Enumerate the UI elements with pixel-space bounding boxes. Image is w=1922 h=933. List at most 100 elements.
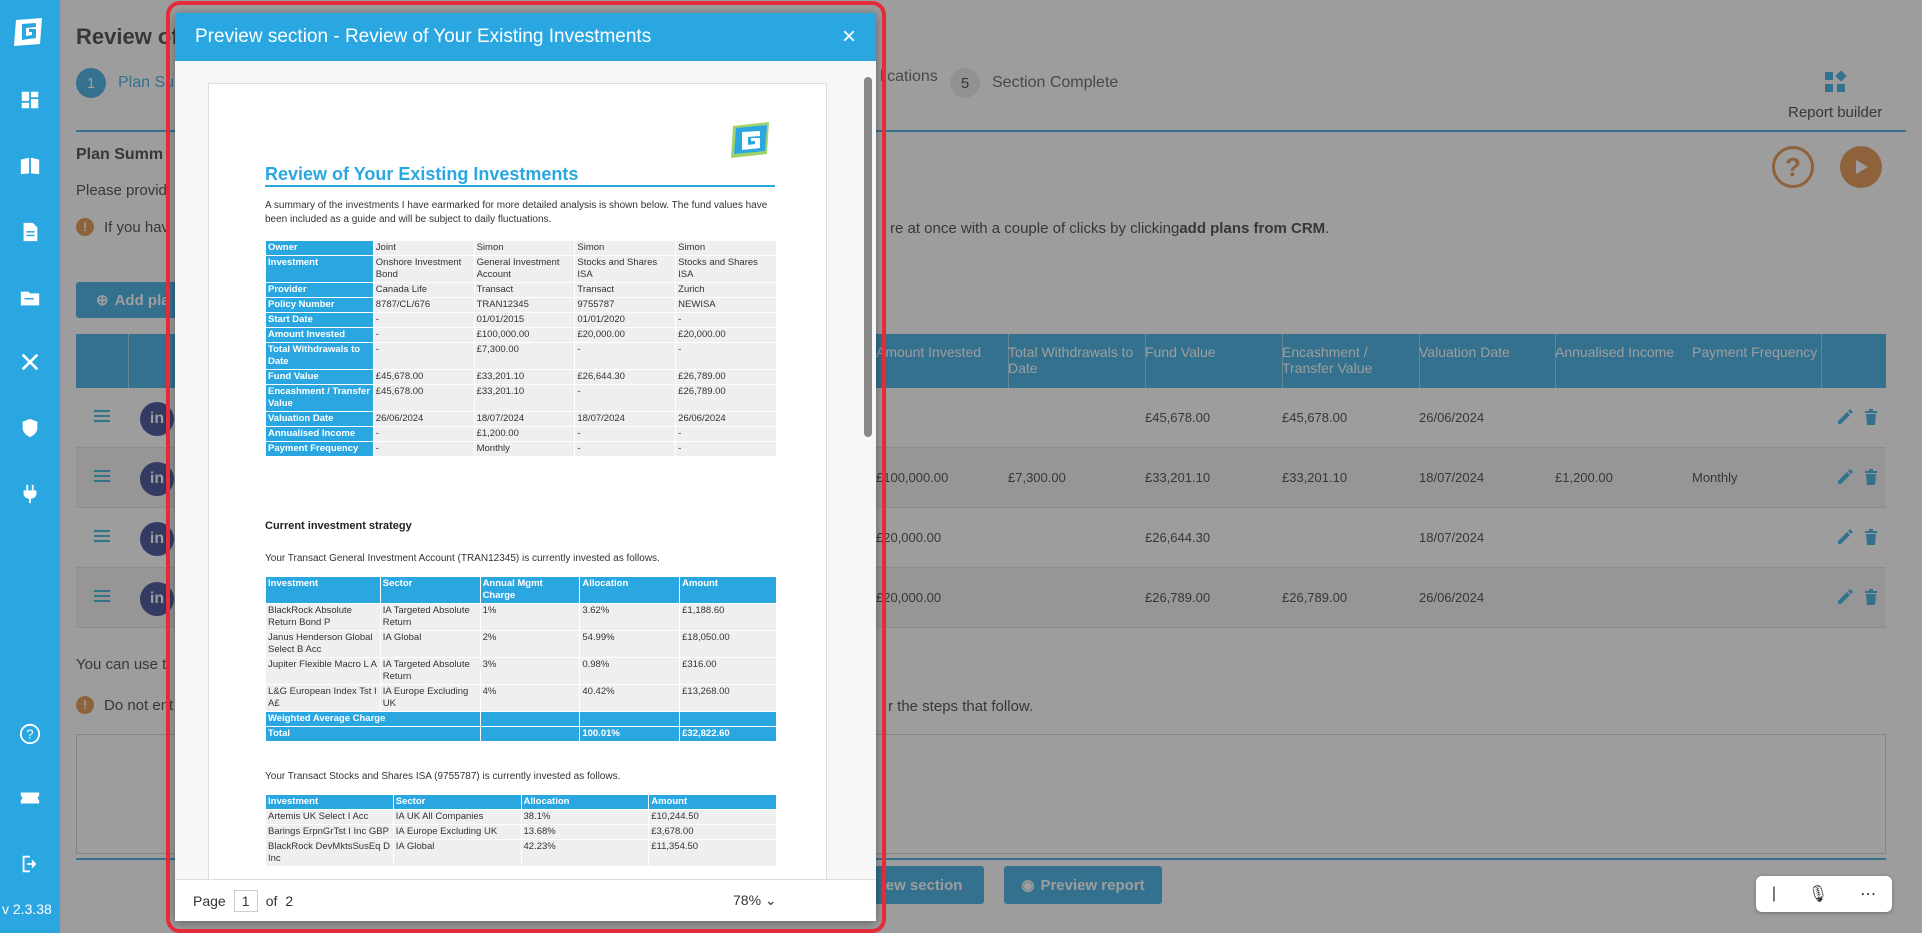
summary-value: Transact — [574, 282, 677, 298]
summary-label: Total Withdrawals to Date — [265, 342, 374, 370]
summary-label: Valuation Date — [265, 411, 374, 427]
page-label: Page — [193, 892, 226, 909]
summary-value: £45,678.00 — [372, 384, 475, 412]
isa-row: Barings ErpnGrTst I Inc GBP IA Europe Exc… — [265, 824, 777, 840]
folder-icon[interactable] — [18, 286, 42, 310]
plug-icon[interactable] — [18, 482, 42, 506]
total-label: Total — [265, 726, 481, 742]
summary-value: 8787/CL/676 — [372, 297, 475, 313]
gia-row: Janus Henderson Global Select B Acc IA Gl… — [265, 630, 777, 658]
summary-value: £33,201.10 — [473, 384, 576, 412]
dashboard-icon[interactable] — [18, 88, 42, 112]
isa-row: BlackRock DevMktsSusEq D Inc IA Global 42.… — [265, 839, 777, 867]
summary-value: General Investment Account — [473, 255, 576, 283]
summary-row: Valuation Date 26/06/2024 18/07/2024 18/07/… — [265, 411, 777, 427]
gia-cell: 54.99% — [579, 630, 681, 658]
gia-cell: IA Targeted Absolute Return — [379, 657, 481, 685]
isa-cell: Artemis UK Select I Acc — [265, 809, 394, 825]
gia-cell: Jupiter Flexible Macro L A — [265, 657, 381, 685]
summary-value: Stocks and Shares ISA — [574, 255, 677, 283]
isa-cell: £3,678.00 — [648, 824, 777, 840]
summary-value: NEWISA — [675, 297, 777, 313]
gia-cell: 1% — [479, 603, 581, 631]
page-number-input[interactable]: 1 — [233, 889, 258, 912]
gia-header: Allocation — [579, 576, 681, 604]
gia-cell: IA Targeted Absolute Return — [379, 603, 481, 631]
book-icon[interactable] — [18, 154, 42, 178]
summary-row: Amount Invested - £100,000.00 £20,000.00 £20… — [265, 327, 777, 343]
isa-cell: 38.1% — [520, 809, 650, 825]
summary-value: Monthly — [473, 441, 576, 457]
scrollbar[interactable] — [864, 77, 872, 437]
tools-icon[interactable] — [18, 350, 42, 374]
viewer-footer: Page 1 of 2 78% ⌄ — [175, 879, 876, 921]
isa-cell: BlackRock DevMktsSusEq D Inc — [265, 839, 394, 867]
summary-value: - — [372, 327, 475, 343]
chevron-down-icon: ⌄ — [764, 892, 777, 908]
gia-cell: 40.42% — [579, 684, 681, 712]
gia-header: Investment — [265, 576, 381, 604]
summary-value: TRAN12345 — [473, 297, 576, 313]
summary-value: 18/07/2024 — [574, 411, 677, 427]
help-icon[interactable]: ? — [18, 722, 42, 746]
total-amount: £32,822.60 — [679, 726, 777, 742]
version-label: v 2.3.38 — [2, 901, 52, 917]
summary-label: Investment — [265, 255, 374, 283]
gia-cell: 2% — [479, 630, 581, 658]
logo-icon[interactable] — [10, 14, 46, 50]
summary-value: Zurich — [675, 282, 777, 298]
summary-row: Total Withdrawals to Date - £7,300.00- - — [265, 342, 777, 370]
drag-handle-icon[interactable]: | — [1771, 885, 1777, 902]
summary-label: Provider — [265, 282, 374, 298]
weighted-label: Weighted Average Charge — [265, 711, 481, 727]
title-underline — [265, 185, 775, 187]
summary-label: Policy Number — [265, 297, 374, 313]
summary-value: £26,789.00 — [675, 384, 777, 412]
summary-row: Annualised Income - £1,200.00- - — [265, 426, 777, 442]
summary-value: Onshore Investment Bond — [372, 255, 475, 283]
summary-row: Provider Canada Life Transact Transact Zuric… — [265, 282, 777, 298]
gia-cell: £18,050.00 — [679, 630, 777, 658]
summary-row: Payment Frequency - Monthly - - — [265, 441, 777, 457]
summary-value: - — [574, 342, 677, 370]
microphone-icon[interactable]: 🎙 — [1807, 886, 1829, 903]
isa-table: Investment Sector Allocation Amount Artemis… — [265, 794, 777, 867]
gia-cell: 4% — [479, 684, 581, 712]
gia-header: Sector — [379, 576, 481, 604]
summary-label: Payment Frequency — [265, 441, 374, 457]
more-icon[interactable]: ⋯ — [1860, 886, 1877, 903]
summary-row: Start Date -01/01/2015 01/01/2020- — [265, 312, 777, 328]
gia-cell: 3% — [479, 657, 581, 685]
isa-header: Investment — [265, 794, 394, 810]
summary-value: Simon — [574, 240, 677, 256]
shield-icon[interactable] — [18, 416, 42, 440]
summary-value: - — [675, 441, 777, 457]
summary-label: Annualised Income — [265, 426, 374, 442]
summary-value: £1,200.00 — [473, 426, 576, 442]
summary-row: Investment Onshore Investment Bond General… — [265, 255, 777, 283]
logout-icon[interactable] — [18, 852, 42, 876]
summary-value: - — [574, 426, 677, 442]
summary-table: Owner Joint Simon Simon Simon Investment Onsho… — [265, 240, 777, 457]
summary-row: Policy Number 8787/CL/676 TRAN12345 9755787… — [265, 297, 777, 313]
isa-cell: IA Europe Excluding UK — [392, 824, 522, 840]
isa-text: Your Transact Stocks and Shares ISA (975… — [265, 771, 621, 782]
summary-label: Fund Value — [265, 369, 374, 385]
summary-value: £20,000.00 — [675, 327, 777, 343]
pdf-viewer[interactable]: Review of Your Existing Investments A su… — [175, 61, 876, 879]
company-logo — [731, 122, 769, 158]
gia-cell: £13,268.00 — [679, 684, 777, 712]
close-icon[interactable]: × — [841, 23, 856, 50]
ticket-icon[interactable] — [18, 786, 42, 810]
gia-cell: £316.00 — [679, 657, 777, 685]
total-allocation: 100.01% — [579, 726, 681, 742]
zoom-select[interactable]: 78% ⌄ — [733, 892, 777, 909]
gia-header: Annual Mgmt Charge — [479, 576, 581, 604]
summary-value: - — [675, 426, 777, 442]
summary-value: Joint — [372, 240, 475, 256]
summary-value: - — [675, 312, 777, 328]
isa-cell: £11,354.50 — [648, 839, 777, 867]
document-page: Review of Your Existing Investments A su… — [208, 83, 827, 879]
document-icon[interactable] — [18, 220, 42, 244]
